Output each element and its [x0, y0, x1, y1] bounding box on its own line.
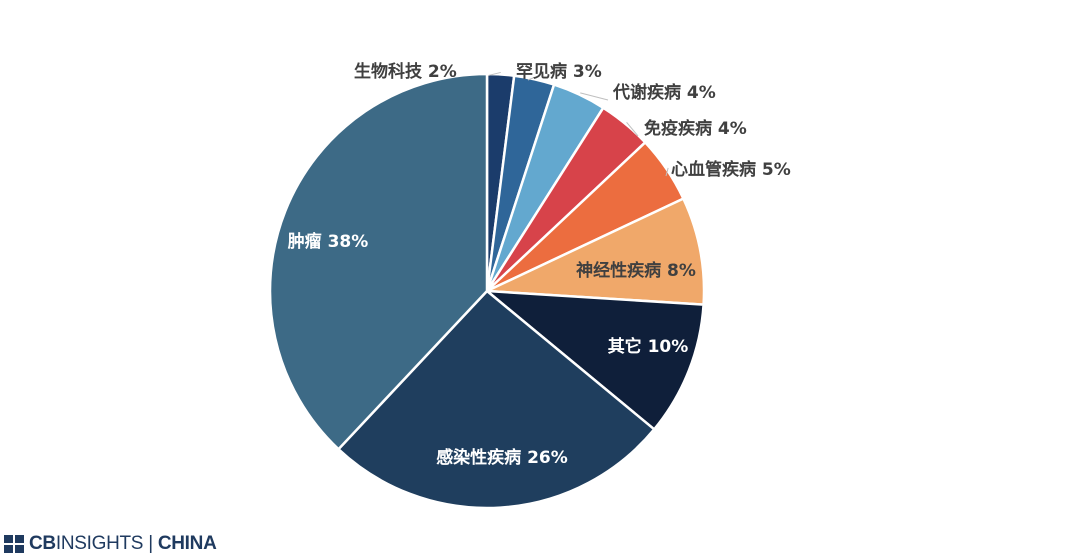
slice-label-7: 其它 10% — [608, 336, 689, 357]
leader-line-3 — [580, 92, 609, 101]
leader-line-2 — [527, 76, 535, 81]
brand-insights-text: INSIGHTS — [55, 533, 144, 554]
cbinsights-logo-icon — [4, 535, 24, 553]
slice-label-1: 生物科技 2% — [354, 61, 457, 82]
slice-label-6: 神经性疾病 8% — [576, 260, 696, 281]
slice-label-9: 肿瘤 38% — [288, 231, 369, 252]
cbinsights-china-logo: CB INSIGHTS | CHINA — [4, 533, 217, 555]
pie-slice-6 — [486, 196, 706, 306]
pie-slice-8 — [336, 289, 656, 510]
slice-label-5: 心血管疾病 5% — [671, 159, 791, 180]
pie-slice-7 — [483, 289, 705, 432]
leader-line-4 — [626, 121, 639, 137]
slice-label-8: 感染性疾病 26% — [436, 447, 568, 468]
brand-cb-text: CB — [29, 533, 56, 554]
slice-label-4: 免疫疾病 4% — [644, 118, 747, 139]
pie-slice-9 — [268, 72, 489, 451]
brand-region-text: CHINA — [157, 533, 217, 554]
brand-separator: | — [148, 533, 153, 554]
slice-label-3: 代谢疾病 4% — [612, 82, 716, 103]
leader-line-5 — [665, 167, 669, 177]
slice-label-2: 罕见病 3% — [516, 61, 602, 82]
